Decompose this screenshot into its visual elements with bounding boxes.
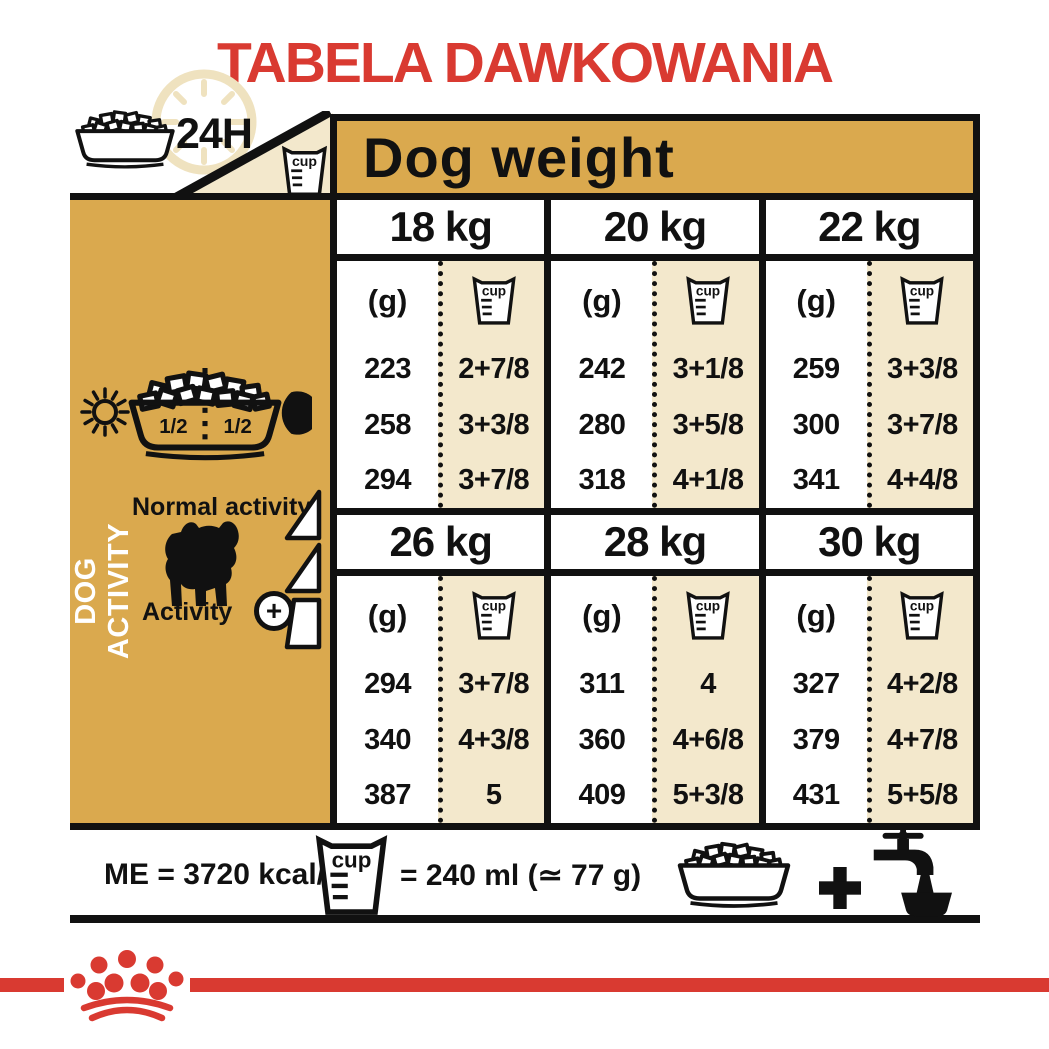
- weight-header: 20 kg: [551, 200, 759, 254]
- grams-value: 327: [792, 667, 840, 700]
- weight-header: 22 kg: [765, 200, 973, 254]
- weight-header: 26 kg: [337, 515, 545, 569]
- grams-unit: (g): [796, 283, 837, 318]
- cup-value: 5+5/8: [886, 779, 958, 811]
- footer-info-bar: ME = 3720 kcal/kg = 240 ml (≃ 77 g): [70, 830, 980, 923]
- grams-value: 242: [578, 352, 626, 385]
- grams-value: 294: [364, 464, 411, 496]
- energy-label: ME = 3720 kcal/kg: [104, 858, 360, 891]
- cup-value: 4+4/8: [886, 464, 958, 496]
- cup-value: 3+3/8: [886, 352, 958, 385]
- dose-cell-20kg: (g) 242 280 318 3+1/8 3+5/8 4+1/8: [551, 261, 759, 508]
- cup-value: 5+3/8: [672, 779, 744, 811]
- feeding-table: 18 kg 20 kg 22 kg (g) 223 258 294 2+7/8 …: [330, 200, 980, 830]
- page-title: TABELA DAWKOWANIA: [216, 31, 834, 95]
- cup-value: 4+3/8: [458, 723, 530, 756]
- cup-equivalence-label: = 240 ml (≃ 77 g): [400, 859, 642, 892]
- cup-value: 2+7/8: [458, 352, 530, 385]
- grams-value: 341: [792, 464, 840, 496]
- 24h-badge: 24H: [176, 110, 253, 158]
- grams-value: 294: [364, 667, 411, 700]
- kibble-bowl-icon: [677, 841, 791, 908]
- grams-unit: (g): [367, 283, 408, 318]
- cup-value: 4+1/8: [672, 464, 744, 496]
- cup-icon: [899, 276, 945, 326]
- grams-unit: (g): [582, 283, 622, 318]
- plus-icon: [819, 867, 861, 909]
- weight-header: 30 kg: [765, 515, 973, 569]
- grams-value: 340: [364, 723, 411, 756]
- dog-activity-vertical-label: DOG ACTIVITY: [70, 522, 135, 660]
- half-right-label: 1/2: [223, 416, 251, 438]
- kibble-bowl-icon: [75, 110, 175, 169]
- weight-header: 28 kg: [551, 515, 759, 569]
- grams-value: 387: [364, 779, 411, 811]
- activity-label: Activity: [142, 598, 233, 626]
- dose-cell-26kg: (g) 294 340 387 3+7/8 4+3/8 5: [337, 576, 545, 823]
- cup-value: 3+7/8: [458, 464, 530, 496]
- cup-icon: [471, 591, 517, 641]
- cup-value: 3+7/8: [886, 408, 958, 441]
- cup-value: 5: [485, 779, 502, 811]
- cup-value: 3+7/8: [458, 667, 530, 700]
- cup-icon: [685, 276, 731, 326]
- brand-line-right: [190, 978, 1049, 992]
- grams-value: 311: [579, 667, 625, 700]
- grams-value: 379: [792, 723, 840, 756]
- dog-weight-band: Dog weight: [330, 114, 980, 200]
- brand-line-left: [0, 978, 64, 992]
- cup-value: 4: [700, 667, 716, 700]
- water-tap-icon: [873, 830, 952, 920]
- grams-value: 280: [578, 408, 626, 441]
- cup-value: 3+1/8: [672, 352, 744, 385]
- dog-activity-sidebar: 1/2 1/2 DOG ACTIVITY Normal activity Act…: [70, 193, 330, 830]
- grams-unit: (g): [582, 598, 622, 633]
- cup-value: 4+6/8: [672, 723, 744, 756]
- royal-canin-crown-logo: [70, 950, 184, 1022]
- cup-icon: [899, 591, 945, 641]
- grams-value: 300: [792, 408, 840, 441]
- grams-unit: (g): [796, 598, 837, 633]
- half-left-label: 1/2: [159, 416, 187, 438]
- dose-cell-22kg: (g) 259 300 341 3+3/8 3+7/8 4+4/8: [765, 261, 973, 508]
- dose-cell-30kg: (g) 327 379 431 4+2/8 4+7/8 5+5/8: [765, 576, 973, 823]
- weight-header: 18 kg: [337, 200, 545, 254]
- cup-value: 3+3/8: [458, 408, 530, 441]
- sun-icon: [80, 387, 130, 437]
- grams-value: 409: [578, 779, 626, 811]
- dog-weight-label: Dog weight: [363, 125, 675, 189]
- dose-cell-28kg: (g) 311 360 409 4 4+6/8 5+3/8: [551, 576, 759, 823]
- grams-value: 318: [578, 464, 626, 496]
- grams-value: 223: [364, 352, 411, 385]
- grams-value: 431: [792, 779, 840, 811]
- cup-icon: [685, 591, 731, 641]
- grams-value: 258: [364, 408, 411, 441]
- cup-value: 3+5/8: [672, 408, 744, 441]
- cup-value: 4+2/8: [886, 667, 958, 700]
- cup-icon: [313, 835, 390, 917]
- moon-icon: [281, 391, 312, 435]
- grams-value: 259: [792, 352, 840, 385]
- grams-unit: (g): [367, 598, 408, 633]
- bulldog-icon: [165, 521, 239, 606]
- activity-level-triangles: [284, 489, 322, 650]
- dose-cell-18kg: (g) 223 258 294 2+7/8 3+3/8 3+7/8: [337, 261, 545, 508]
- cup-icon: [471, 276, 517, 326]
- grams-value: 360: [578, 723, 626, 756]
- activity-plus-symbol: +: [265, 595, 283, 626]
- normal-activity-label: Normal activity: [132, 493, 312, 521]
- cup-icon: [281, 145, 328, 198]
- cup-value: 4+7/8: [886, 723, 958, 756]
- half-portions-bowl-icon: 1/2 1/2: [128, 368, 282, 461]
